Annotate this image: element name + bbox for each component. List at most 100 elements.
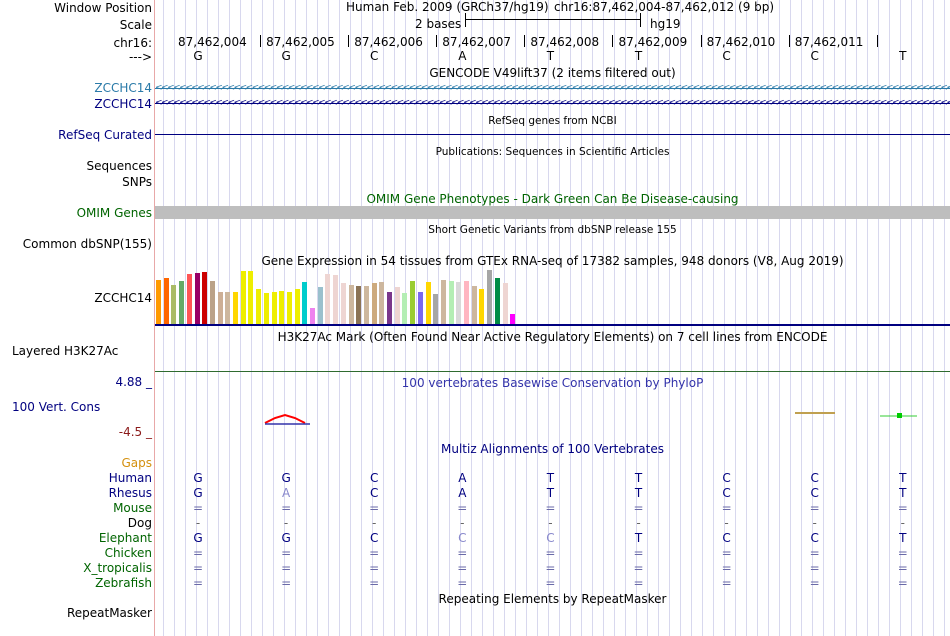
coordinate-tick bbox=[524, 35, 526, 47]
track-label-layered-h3k27ac[interactable]: Layered H3K27Ac bbox=[12, 344, 119, 358]
gtex-tissue-bar[interactable] bbox=[494, 278, 500, 324]
gtex-tissue-bar[interactable] bbox=[394, 287, 400, 324]
grid-line bbox=[691, 0, 692, 636]
gtex-tissue-bar[interactable] bbox=[286, 292, 292, 324]
track-label-zcchc14-gencode[interactable]: ZCCHC14 bbox=[94, 81, 152, 95]
scale-bar-left-tick bbox=[465, 13, 466, 27]
gtex-tissue-bar[interactable] bbox=[510, 314, 516, 324]
gtex-tissue-bar[interactable] bbox=[202, 272, 208, 324]
gtex-tissue-bar[interactable] bbox=[233, 292, 238, 324]
gtex-tissue-bar[interactable] bbox=[163, 278, 169, 324]
gtex-tissue-bar[interactable] bbox=[333, 275, 339, 324]
grid-line bbox=[812, 0, 813, 636]
gtex-tissue-bar[interactable] bbox=[194, 273, 200, 324]
species-label-dog[interactable]: Dog bbox=[127, 516, 152, 530]
gencode-transcript-1-arrows[interactable]: <<<<<<<<<<<<<<<<<<<<<<<<<<<<<<<<<<<<<<<<… bbox=[155, 83, 950, 93]
gtex-tissue-bar[interactable] bbox=[402, 293, 408, 324]
gtex-tissue-bar[interactable] bbox=[363, 286, 369, 324]
gtex-tissue-bar[interactable] bbox=[179, 281, 185, 324]
refseq-gene-line[interactable] bbox=[155, 134, 950, 135]
species-label-zebrafish[interactable]: Zebrafish bbox=[95, 576, 152, 590]
gtex-tissue-bar[interactable] bbox=[440, 280, 446, 324]
base-letter: T bbox=[899, 49, 907, 63]
species-label-rhesus[interactable]: Rhesus bbox=[108, 486, 152, 500]
track-label-refseq-curated[interactable]: RefSeq Curated bbox=[58, 128, 152, 142]
species-label-elephant[interactable]: Elephant bbox=[98, 531, 152, 545]
alignment-base: = bbox=[192, 501, 204, 515]
track-label-vert-cons[interactable]: 100 Vert. Cons bbox=[12, 400, 101, 414]
gtex-tissue-bar[interactable] bbox=[186, 274, 192, 324]
gtex-tissue-bar[interactable] bbox=[379, 282, 385, 324]
alignment-base: C bbox=[810, 471, 819, 485]
gencode-transcript-2-line[interactable] bbox=[155, 103, 950, 104]
gtex-tissue-bar[interactable] bbox=[479, 289, 485, 324]
track-label-repeatmasker[interactable]: RepeatMasker bbox=[66, 606, 152, 620]
species-label-mouse[interactable]: Mouse bbox=[113, 501, 152, 515]
alignment-base: T bbox=[634, 531, 643, 545]
track-label-gtex-gene[interactable]: ZCCHC14 bbox=[94, 291, 152, 305]
gtex-tissue-bar[interactable] bbox=[248, 271, 254, 324]
alignment-base: = bbox=[809, 501, 820, 515]
grid-line bbox=[856, 0, 857, 636]
gtex-tissue-bar[interactable] bbox=[263, 293, 269, 324]
scale-text: 2 bases bbox=[415, 17, 462, 31]
alignment-base: = bbox=[721, 576, 732, 590]
species-label-x_tropicalis[interactable]: X_tropicalis bbox=[83, 561, 152, 575]
coordinate-tick bbox=[788, 35, 790, 47]
gtex-tissue-bar[interactable] bbox=[456, 282, 462, 324]
alignment-base: T bbox=[546, 486, 555, 500]
track-label-zcchc14-gencode-2[interactable]: ZCCHC14 bbox=[94, 97, 152, 111]
gtex-tissue-bar[interactable] bbox=[317, 287, 323, 324]
gtex-tissue-bar[interactable] bbox=[225, 292, 231, 324]
gtex-tissue-bar[interactable] bbox=[302, 282, 308, 324]
grid-line bbox=[757, 0, 758, 636]
gtex-tissue-bar[interactable] bbox=[387, 292, 392, 324]
alignment-base: = bbox=[633, 546, 644, 560]
browser-image[interactable]: Human Feb. 2009 (GRCh37/hg19) chr16:87,4… bbox=[155, 0, 950, 636]
gtex-tissue-bar[interactable] bbox=[340, 283, 346, 324]
alignment-base: = bbox=[633, 501, 644, 515]
gtex-tissue-bar[interactable] bbox=[310, 308, 315, 324]
gtex-tissue-bar[interactable] bbox=[217, 292, 223, 324]
gtex-tissue-bar[interactable] bbox=[279, 291, 285, 324]
gtex-tissue-bar[interactable] bbox=[410, 281, 416, 324]
omim-gene-bar[interactable] bbox=[155, 206, 950, 219]
phylop-plot[interactable] bbox=[155, 405, 950, 435]
gtex-tissue-bar[interactable] bbox=[171, 285, 177, 324]
publications-track-title: Publications: Sequences in Scientific Ar… bbox=[435, 146, 670, 158]
gtex-tissue-bar[interactable] bbox=[325, 274, 331, 324]
species-label-chicken[interactable]: Chicken bbox=[104, 546, 152, 560]
gtex-tissue-bar[interactable] bbox=[209, 281, 215, 324]
gtex-bar-chart[interactable] bbox=[155, 268, 555, 324]
gtex-tissue-bar[interactable] bbox=[256, 289, 262, 324]
gtex-tissue-bar[interactable] bbox=[417, 292, 423, 324]
gtex-tissue-bar[interactable] bbox=[356, 286, 362, 324]
gtex-tissue-bar[interactable] bbox=[464, 281, 469, 324]
gtex-tissue-bar[interactable] bbox=[371, 283, 377, 324]
gtex-tissue-bar[interactable] bbox=[502, 283, 508, 324]
gtex-tissue-bar[interactable] bbox=[448, 281, 454, 324]
gtex-tissue-bar[interactable] bbox=[348, 285, 354, 324]
grid-line bbox=[801, 0, 802, 636]
gtex-tissue-bar[interactable] bbox=[294, 289, 300, 324]
gtex-tissue-bar[interactable] bbox=[240, 271, 246, 324]
gtex-tissue-bar[interactable] bbox=[156, 280, 161, 324]
alignment-base: T bbox=[634, 471, 643, 485]
gencode-transcript-1-line[interactable] bbox=[155, 88, 950, 89]
gtex-tissue-bar[interactable] bbox=[271, 292, 277, 324]
gencode-transcript-2-arrows[interactable]: <<<<<<<<<<<<<<<<<<<<<<<<<<<<<<<<<<<<<<<<… bbox=[155, 98, 950, 108]
gtex-tissue-bar[interactable] bbox=[425, 282, 431, 324]
gtex-tissue-bar[interactable] bbox=[487, 270, 493, 324]
grid-line bbox=[515, 0, 516, 636]
grid-line bbox=[625, 0, 626, 636]
track-label-omim-genes[interactable]: OMIM Genes bbox=[76, 206, 152, 220]
species-label-human[interactable]: Human bbox=[108, 471, 152, 485]
track-label-gaps[interactable]: Gaps bbox=[121, 456, 152, 470]
gtex-tissue-bar[interactable] bbox=[433, 294, 439, 324]
track-label-sequences[interactable]: Sequences bbox=[86, 159, 152, 173]
gtex-tissue-bar[interactable] bbox=[471, 286, 477, 324]
grid-line bbox=[911, 0, 912, 636]
grid-line bbox=[559, 0, 560, 636]
track-label-snps[interactable]: SNPs bbox=[122, 175, 152, 189]
track-label-common-dbsnp[interactable]: Common dbSNP(155) bbox=[22, 237, 152, 251]
